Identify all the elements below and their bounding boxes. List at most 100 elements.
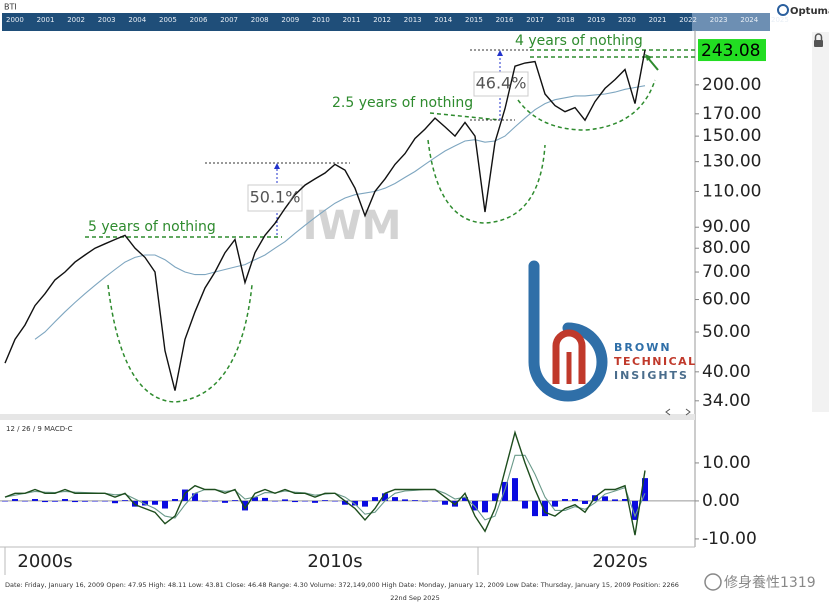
histogram-bar (202, 500, 208, 502)
histogram-bar (412, 500, 418, 501)
navigator-year: 2001 (37, 16, 55, 24)
scrollbar[interactable] (812, 32, 829, 412)
histogram-bar (292, 500, 298, 503)
logo-text: INSIGHTS (614, 369, 689, 382)
arrow-head (274, 163, 280, 169)
cycle-arc (427, 139, 546, 224)
histogram-bar (622, 499, 628, 501)
navigator-year: 2000 (6, 16, 24, 24)
histogram-bar (172, 499, 178, 501)
histogram-bar (482, 500, 488, 513)
x-tick-label: 2020s (592, 551, 647, 572)
histogram-bar (42, 500, 48, 503)
navigator-year: 2022 (679, 16, 697, 24)
histogram-bar (72, 500, 78, 503)
y-tick-label: 150.00 (702, 126, 761, 146)
y-tick-label: 130.00 (702, 152, 761, 172)
histogram-bar (22, 500, 28, 502)
histogram-bar (272, 500, 278, 502)
navigator-year: 2002 (67, 16, 85, 24)
histogram-bar (332, 500, 338, 502)
histogram-bar (212, 500, 218, 502)
symbol: BTI (4, 3, 17, 12)
annotation: 4 years of nothing (515, 33, 643, 49)
series-line (4, 430, 646, 536)
histogram-bar (552, 500, 558, 507)
histogram-bar (352, 500, 358, 506)
histogram-bar (2, 500, 8, 502)
x-tick-label: 2000s (17, 551, 72, 572)
source-icon (704, 573, 722, 591)
histogram-bar (462, 497, 468, 501)
histogram-bar (502, 481, 508, 501)
navigator-year: 2008 (251, 16, 269, 24)
navigator-year: 2018 (557, 16, 575, 24)
histogram-bar (432, 500, 438, 502)
histogram-bar (152, 500, 158, 505)
y-tick-label: 90.00 (702, 217, 751, 237)
range-line (429, 112, 501, 121)
histogram-bar (602, 496, 608, 501)
histogram-bar (112, 500, 118, 504)
histogram-bar (362, 500, 368, 507)
histogram-bar (222, 500, 228, 503)
histogram-bar (342, 500, 348, 505)
x-tick-label: 2010s (307, 551, 362, 572)
annotation: 2.5 years of nothing (332, 95, 473, 111)
logo-text: TECHNICAL (614, 355, 697, 368)
y-tick-label: 40.00 (702, 362, 751, 382)
histogram-bar (402, 499, 408, 501)
navigator-selected[interactable] (2, 13, 692, 31)
histogram-bar (522, 500, 528, 509)
histogram-bar (322, 500, 328, 501)
histogram-bar (532, 500, 538, 517)
navigator-year: 2013 (404, 16, 422, 24)
lock-icon[interactable] (814, 40, 823, 47)
histogram-bar (252, 497, 258, 501)
logo-b (528, 260, 608, 402)
histogram-bar (572, 499, 578, 501)
histogram-bar (492, 493, 498, 501)
navigator-year: 2025 (771, 16, 789, 24)
y-tick-label: 50.00 (702, 322, 751, 342)
percent-box (473, 71, 529, 97)
annotation: 46.4% (476, 74, 527, 93)
histogram-bar (142, 500, 148, 506)
annotation: 5 years of nothing (88, 219, 216, 235)
panel-divider[interactable] (0, 414, 695, 420)
y-tick-label: 200.00 (702, 75, 761, 95)
histogram-bar (52, 500, 58, 502)
annotation-shapes (85, 49, 695, 403)
navigator-year: 2007 (220, 16, 238, 24)
last-value-label: 243.08 (701, 41, 760, 61)
histogram-bar (182, 489, 188, 501)
histogram-bar (192, 493, 198, 501)
histogram-bar (232, 500, 238, 501)
histogram-bar (632, 500, 638, 520)
histogram-bar (642, 478, 648, 501)
navigator-year: 2010 (312, 16, 330, 24)
logo-text: BROWN (614, 341, 672, 354)
histogram-bar (612, 499, 618, 501)
histogram-bar (102, 500, 108, 502)
series-line (34, 85, 646, 340)
cycle-arc (107, 284, 253, 403)
navigator-year: 2015 (465, 16, 483, 24)
arrow-head (645, 54, 652, 61)
histogram-bar (562, 499, 568, 501)
histogram-bar (242, 500, 248, 511)
navigator-year: 2012 (373, 16, 391, 24)
panel-arrows[interactable] (665, 408, 691, 416)
histogram-bar (472, 500, 478, 511)
navigator-year: 2021 (649, 16, 667, 24)
logo-arc (552, 329, 586, 384)
footer-date: 22nd Sep 2025 (390, 594, 439, 602)
histogram-bar (262, 497, 268, 501)
navigator-rest[interactable] (692, 13, 770, 31)
histogram-bar (12, 499, 18, 501)
histogram-bar (162, 500, 168, 509)
navigator-year: 2014 (434, 16, 452, 24)
histogram-bar (512, 478, 518, 501)
